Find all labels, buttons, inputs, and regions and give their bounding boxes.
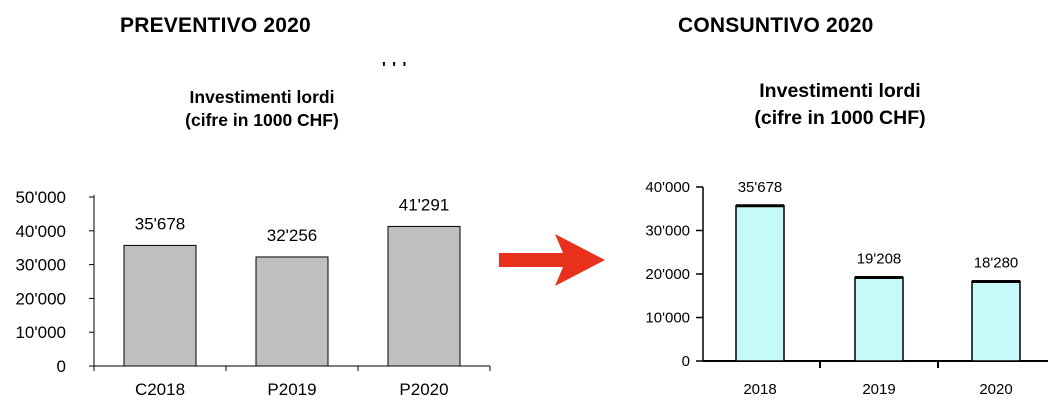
y-tick-label: 20'000 <box>15 289 66 308</box>
bar <box>387 225 461 367</box>
preventivo-heading: PREVENTIVO 2020 <box>120 14 311 37</box>
y-tick-label: 10'000 <box>645 310 690 327</box>
x-tick-label: 2019 <box>862 381 895 398</box>
y-tick-label: 40'000 <box>15 222 66 241</box>
x-tick-label: 2020 <box>979 381 1012 398</box>
left-chart-title-line: Investimenti lordi <box>189 87 335 107</box>
bar <box>971 280 1021 362</box>
data-label: 35'678 <box>135 214 186 233</box>
data-label: 41'291 <box>399 195 450 214</box>
x-tick-label: C2018 <box>135 380 185 399</box>
bar <box>854 276 904 362</box>
left-chart-title: Investimenti lordi (cifre in 1000 CHF) <box>140 86 384 132</box>
right-chart-title: Investimenti lordi (cifre in 1000 CHF) <box>710 78 970 133</box>
y-tick-label: 10'000 <box>15 323 66 342</box>
left-chart-subtitle: (cifre in 1000 CHF) <box>185 109 339 130</box>
y-tick-label: 20'000 <box>645 266 690 283</box>
consuntivo-heading: CONSUNTIVO 2020 <box>678 14 874 37</box>
bar <box>123 244 197 367</box>
arrow-shape <box>499 234 605 286</box>
data-label: 19'208 <box>857 250 902 267</box>
bar <box>255 256 329 367</box>
x-tick-label: P2020 <box>399 380 448 399</box>
y-tick-label: 30'000 <box>15 256 66 275</box>
y-tick-label: 40'000 <box>645 179 690 196</box>
y-tick-label: 30'000 <box>645 223 690 240</box>
right-chart-subtitle: (cifre in 1000 CHF) <box>754 107 926 130</box>
bar <box>735 205 785 362</box>
data-label: 18'280 <box>974 254 1019 271</box>
x-tick-label: P2019 <box>267 380 316 399</box>
right-arrow-icon <box>499 234 605 286</box>
data-label: 32'256 <box>267 226 318 245</box>
y-tick-label: 0 <box>682 353 690 370</box>
data-label: 35'678 <box>738 179 783 196</box>
right-chart-title-line: Investimenti lordi <box>759 80 921 102</box>
x-tick-label: 2018 <box>743 381 776 398</box>
stray-mark: ' ' ' <box>382 60 408 77</box>
y-tick-label: 0 <box>57 357 66 376</box>
y-tick-label: 50'000 <box>15 188 66 207</box>
